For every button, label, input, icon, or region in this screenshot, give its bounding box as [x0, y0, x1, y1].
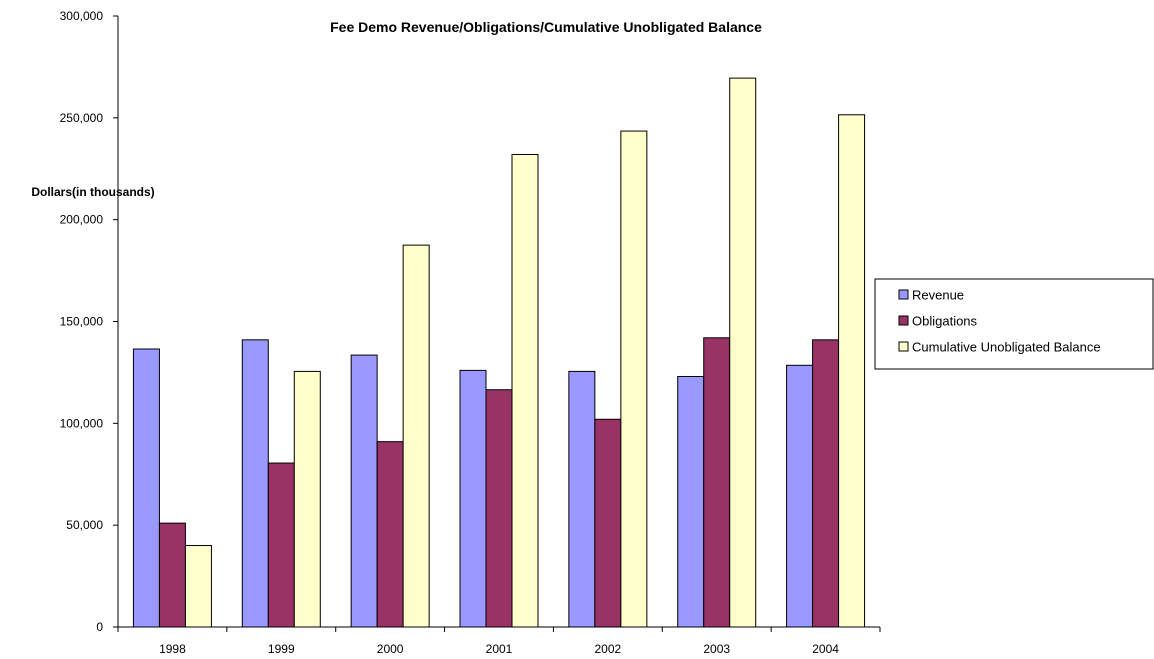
- legend-swatch-obligations: [898, 315, 909, 326]
- bar-revenue-1999: [241, 339, 269, 628]
- bar-revenue-2002: [568, 370, 596, 628]
- bar-cumulative-unobligated-balance-1999: [293, 370, 321, 628]
- bar-cumulative-unobligated-balance-1998: [184, 545, 212, 628]
- legend-swatch-cumulative-unobligated-balance: [898, 341, 909, 352]
- y-tick-label: 150,000: [60, 315, 104, 329]
- x-tick-label: 2000: [377, 642, 404, 656]
- axes: [117, 16, 880, 628]
- bar-obligations-2003: [703, 337, 731, 628]
- bars: [132, 77, 866, 628]
- x-tick-label: 1999: [268, 642, 295, 656]
- bar-cumulative-unobligated-balance-2000: [402, 244, 430, 628]
- bar-obligations-2002: [594, 418, 622, 628]
- bar-revenue-2001: [459, 369, 487, 628]
- legend-label-cumulative-unobligated-balance: Cumulative Unobligated Balance: [912, 340, 1101, 355]
- bar-revenue-1998: [132, 348, 160, 628]
- y-axis-title: Dollars(in thousands): [31, 185, 154, 199]
- legend-box: [874, 278, 1154, 370]
- x-tick-label: 2001: [486, 642, 513, 656]
- legend-swatch-revenue: [898, 289, 909, 300]
- bar-cumulative-unobligated-balance-2001: [511, 153, 539, 628]
- bar-obligations-1999: [267, 462, 295, 628]
- legend-label-obligations: Obligations: [912, 314, 978, 329]
- x-axis-ticks: 1998 1999 2000 2001 2002 2003 2004: [117, 627, 881, 656]
- y-tick-label: 0: [96, 620, 103, 634]
- x-tick-label: 1998: [159, 642, 186, 656]
- chart-title: Fee Demo Revenue/Obligations/Cumulative …: [330, 19, 762, 35]
- y-tick-label: 300,000: [60, 9, 104, 23]
- y-axis-ticks: 0 50,000 100,000 150,000 200,000 250,000 300,0…: [60, 9, 118, 634]
- y-tick-label: 250,000: [60, 111, 104, 125]
- y-tick-label: 100,000: [60, 416, 104, 430]
- bar-cumulative-unobligated-balance-2002: [620, 130, 648, 628]
- legend: Revenue Obligations Cumulative Unobligated…: [874, 278, 1154, 370]
- bar-cumulative-unobligated-balance-2003: [729, 77, 757, 628]
- x-tick-label: 2003: [703, 642, 730, 656]
- bar-cumulative-unobligated-balance-2004: [838, 114, 866, 628]
- bar-obligations-2001: [485, 389, 513, 628]
- bar-obligations-1998: [158, 522, 186, 628]
- bar-revenue-2004: [786, 364, 814, 628]
- y-tick-label: 50,000: [66, 518, 103, 532]
- legend-label-revenue: Revenue: [912, 288, 964, 303]
- bar-revenue-2000: [350, 354, 378, 628]
- x-tick-label: 2004: [812, 642, 839, 656]
- bar-revenue-2003: [677, 375, 705, 628]
- y-tick-label: 200,000: [60, 213, 104, 227]
- bar-obligations-2000: [376, 441, 404, 628]
- bar-obligations-2004: [812, 339, 840, 628]
- x-tick-label: 2002: [595, 642, 622, 656]
